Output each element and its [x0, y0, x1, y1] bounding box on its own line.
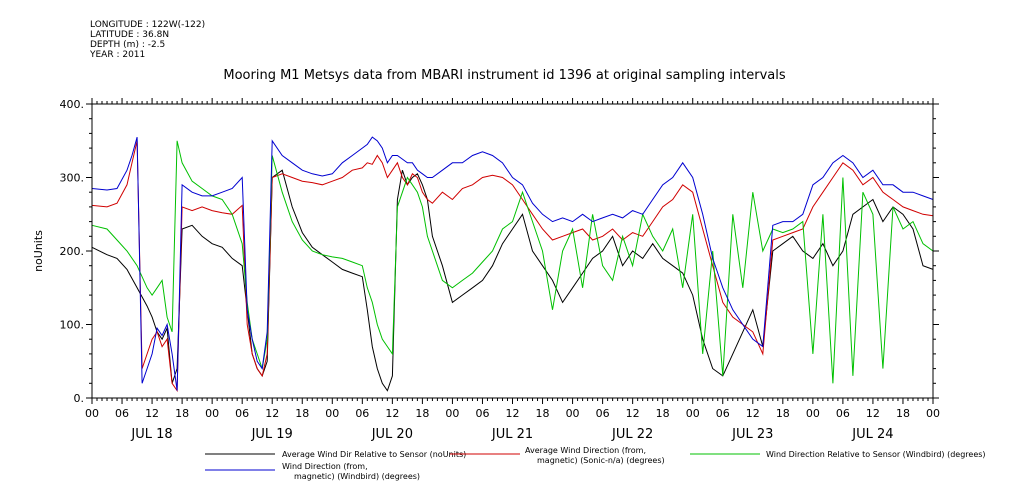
y-axis-label: noUnits [32, 230, 45, 272]
x-tick-label-16: 00 [566, 407, 580, 420]
y-tick-label-1: 100. [60, 319, 85, 332]
x-tick-label-27: 18 [896, 407, 910, 420]
x-day-label-2: JUL 20 [371, 427, 413, 442]
plot-frame [91, 103, 934, 399]
metadata-block: LONGITUDE : 122W(-122) LATITUDE : 36.8N … [90, 20, 205, 60]
x-tick-label-2: 12 [145, 407, 159, 420]
legend-label-3: Wind Direction (from, [282, 462, 368, 471]
meta-latitude: LATITUDE : 36.8N [90, 30, 170, 40]
x-tick-label-9: 06 [355, 407, 369, 420]
y-tick-label-2: 200. [60, 245, 85, 258]
x-tick-label-17: 06 [596, 407, 610, 420]
x-tick-label-15: 18 [536, 407, 550, 420]
x-day-label-4: JUL 22 [611, 427, 653, 442]
y-tick-label-4: 400. [60, 98, 85, 111]
x-tick-label-24: 00 [806, 407, 820, 420]
x-tick-label-22: 12 [746, 407, 760, 420]
x-day-label-3: JUL 21 [491, 427, 533, 442]
x-tick-label-7: 18 [295, 407, 309, 420]
series-line-1 [91, 140, 934, 393]
chart-title: Mooring M1 Metsys data from MBARI instru… [223, 68, 786, 83]
x-tick-label-10: 12 [385, 407, 399, 420]
x-day-label-6: JUL 24 [851, 427, 893, 442]
x-tick-label-13: 06 [475, 407, 489, 420]
x-day-label-0: JUL 18 [130, 427, 172, 442]
x-tick-label-21: 06 [716, 407, 730, 420]
x-tick-label-25: 06 [836, 407, 850, 420]
legend-label-1: Average Wind Direction (from, [525, 446, 646, 455]
meta-longitude: LONGITUDE : 122W(-122) [90, 20, 206, 30]
meta-depth: DEPTH (m) : -2.5 [90, 40, 166, 50]
x-tick-label-5: 06 [235, 407, 249, 420]
x-tick-label-20: 00 [686, 407, 700, 420]
x-tick-label-6: 12 [265, 407, 279, 420]
legend-label-2: Wind Direction Relative to Sensor (Windb… [766, 450, 986, 459]
x-tick-label-1: 06 [115, 407, 129, 420]
x-tick-label-26: 12 [866, 407, 880, 420]
x-day-label-1: JUL 19 [251, 427, 293, 442]
x-tick-label-14: 12 [506, 407, 520, 420]
legend-label-3-line2: magnetic) (Windbird) (degrees) [294, 472, 420, 481]
meta-year: YEAR : 2011 [90, 50, 146, 60]
x-tick-label-23: 18 [776, 407, 790, 420]
x-tick-label-3: 18 [175, 407, 189, 420]
y-tick-label-0: 0. [74, 392, 85, 405]
x-tick-label-0: 00 [85, 407, 99, 420]
series-line-3 [91, 136, 934, 391]
x-tick-label-8: 00 [325, 407, 339, 420]
legend-label-1-line2: magnetic) (Sonic-n/a) (degrees) [537, 456, 665, 465]
x-day-label-5: JUL 23 [731, 427, 773, 442]
x-tick-label-19: 18 [656, 407, 670, 420]
x-tick-label-11: 18 [415, 407, 429, 420]
series-line-2 [91, 140, 934, 384]
x-tick-label-12: 00 [445, 407, 459, 420]
y-tick-label-3: 300. [60, 172, 85, 185]
x-tick-label-28: 00 [926, 407, 940, 420]
legend-label-0: Average Wind Dir Relative to Sensor (noU… [282, 450, 466, 459]
x-tick-label-18: 12 [626, 407, 640, 420]
x-tick-label-4: 00 [205, 407, 219, 420]
